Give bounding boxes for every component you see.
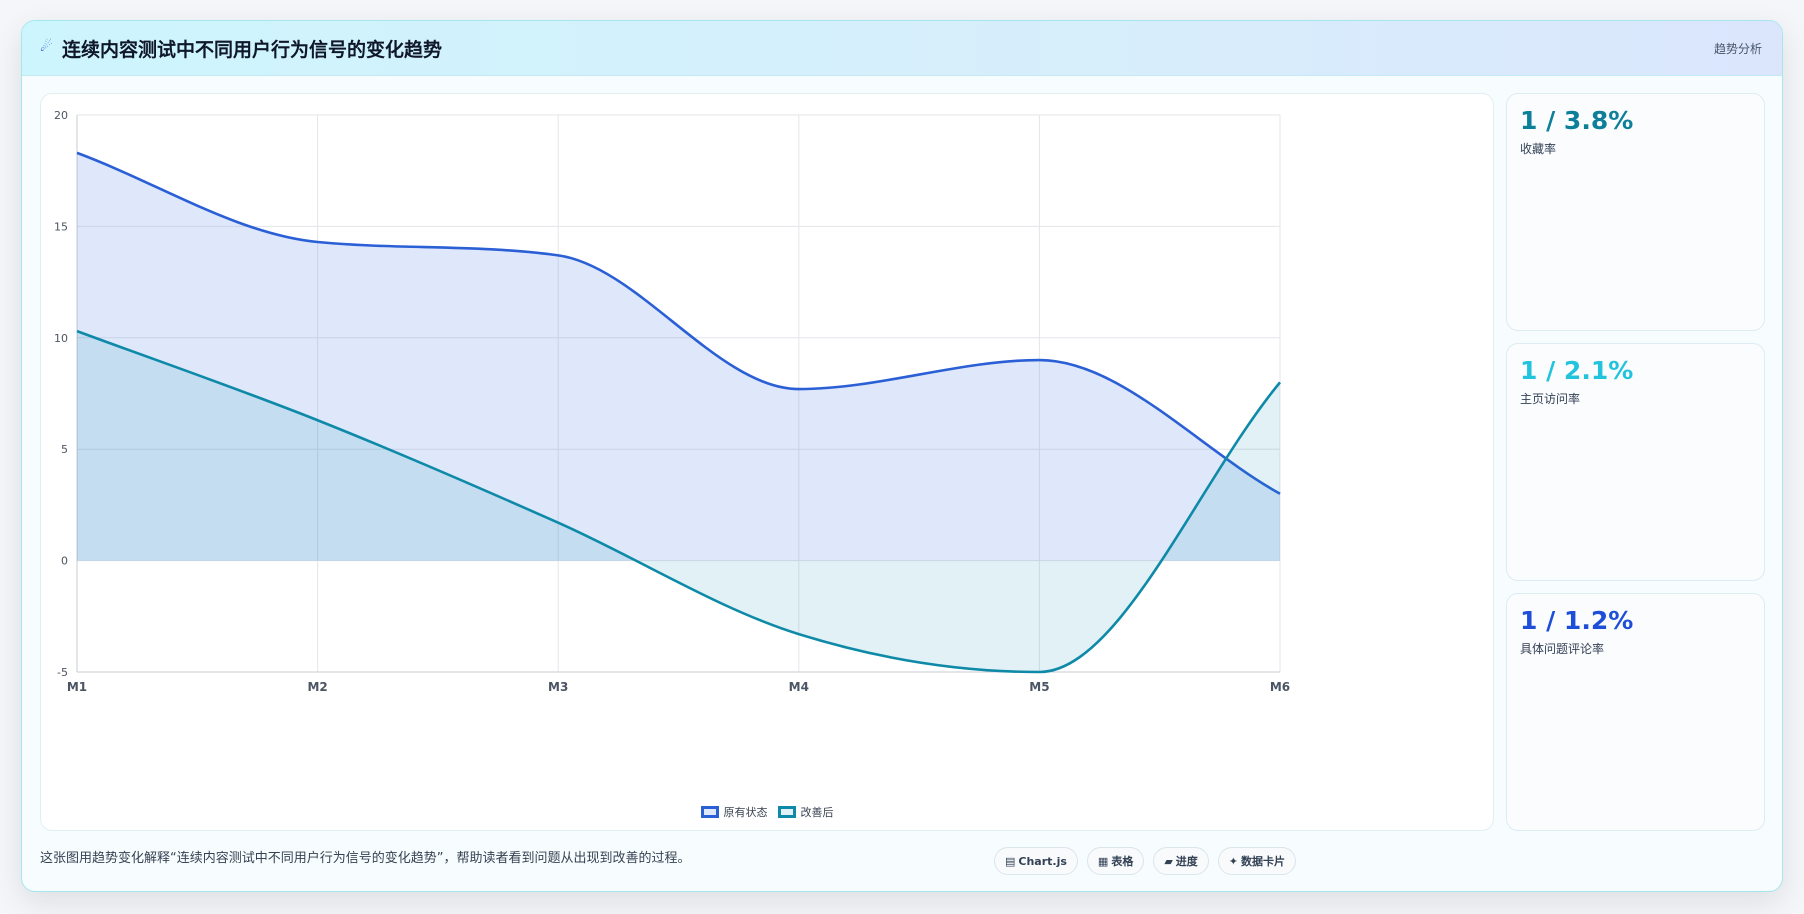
legend-swatch-0 xyxy=(700,806,719,818)
y-tick-label: 15 xyxy=(54,220,68,233)
chart-icon: ▤ xyxy=(1005,854,1016,868)
x-tick-label: M4 xyxy=(789,680,809,694)
x-tick-label: M6 xyxy=(1270,680,1290,694)
series-area-0 xyxy=(77,152,1280,561)
pill-table[interactable]: ▦ 表格 xyxy=(1086,847,1145,875)
stat-value: 1 / 1.2% xyxy=(1520,606,1634,635)
stat-value: 1 / 3.8% xyxy=(1520,106,1634,135)
legend-label-0: 原有状态 xyxy=(723,806,768,819)
series-area-1 xyxy=(77,331,1280,672)
pill-label: 数据卡片 xyxy=(1241,855,1286,868)
progress-icon: ▰ xyxy=(1164,854,1173,868)
x-tick-label: M1 xyxy=(67,680,87,694)
pill-label: 表格 xyxy=(1111,855,1134,868)
stat-label: 具体问题评论率 xyxy=(1520,642,1605,656)
stat-card-1: 1 / 2.1% 主页访问率 xyxy=(1506,343,1765,581)
pill-label: 进度 xyxy=(1175,855,1198,868)
x-tick-label: M2 xyxy=(307,680,327,694)
chart-panel: 20 15 10 5 0 -5 M1 M2 M3 M4 M5 M6 原有状态 改善后 xyxy=(40,93,1494,831)
stat-label: 主页访问率 xyxy=(1520,392,1581,406)
pill-data-card[interactable]: ✦ 数据卡片 xyxy=(1217,847,1297,875)
x-tick-label: M5 xyxy=(1029,680,1049,694)
sparkle-icon: ✦ xyxy=(1228,854,1239,868)
y-tick-label: 20 xyxy=(54,109,68,122)
card-header: ☄ 连续内容测试中不同用户行为信号的变化趋势 趋势分析 xyxy=(22,21,1782,76)
line-chart: 20 15 10 5 0 -5M1 M2 M3 M4 M5 M6 xyxy=(54,109,1290,694)
legend-label-1: 改善后 xyxy=(800,806,834,819)
chart-legend: 原有状态 改善后 xyxy=(41,804,1493,820)
legend-item-1[interactable]: 改善后 xyxy=(777,804,834,820)
pill-chartjs[interactable]: ▤ Chart.js xyxy=(994,847,1078,875)
stat-label: 收藏率 xyxy=(1520,142,1557,156)
stat-card-0: 1 / 3.8% 收藏率 xyxy=(1506,93,1765,331)
series-line-1 xyxy=(76,329,1282,674)
table-icon: ▦ xyxy=(1097,854,1109,868)
pill-label: Chart.js xyxy=(1018,854,1067,868)
header-tag: 趋势分析 xyxy=(1713,42,1762,56)
tool-pills: ▤ Chart.js ▦ 表格 ▰ 进度 ✦ 数据卡片 xyxy=(994,847,1297,875)
stat-value: 1 / 2.1% xyxy=(1520,356,1634,385)
page-title: 连续内容测试中不同用户行为信号的变化趋势 xyxy=(62,39,443,61)
y-tick-label: 0 xyxy=(61,555,68,568)
pill-progress[interactable]: ▰ 进度 xyxy=(1153,847,1209,875)
x-tick-label: M3 xyxy=(548,680,568,694)
comet-icon: ☄ xyxy=(40,39,53,55)
chart-description: 这张图用趋势变化解释“连续内容测试中不同用户行为信号的变化趋势”，帮助读者看到问… xyxy=(40,851,691,866)
y-tick-label: 10 xyxy=(54,332,68,345)
y-tick-label: -5 xyxy=(57,666,68,679)
report-card: ☄ 连续内容测试中不同用户行为信号的变化趋势 趋势分析 20 15 10 5 0 -5 M1… xyxy=(21,20,1783,892)
legend-item-0[interactable]: 原有状态 xyxy=(700,804,768,820)
y-tick-label: 5 xyxy=(61,443,68,456)
legend-swatch-1 xyxy=(777,806,796,818)
stat-card-2: 1 / 1.2% 具体问题评论率 xyxy=(1506,593,1765,831)
series-line-0 xyxy=(76,151,1281,495)
